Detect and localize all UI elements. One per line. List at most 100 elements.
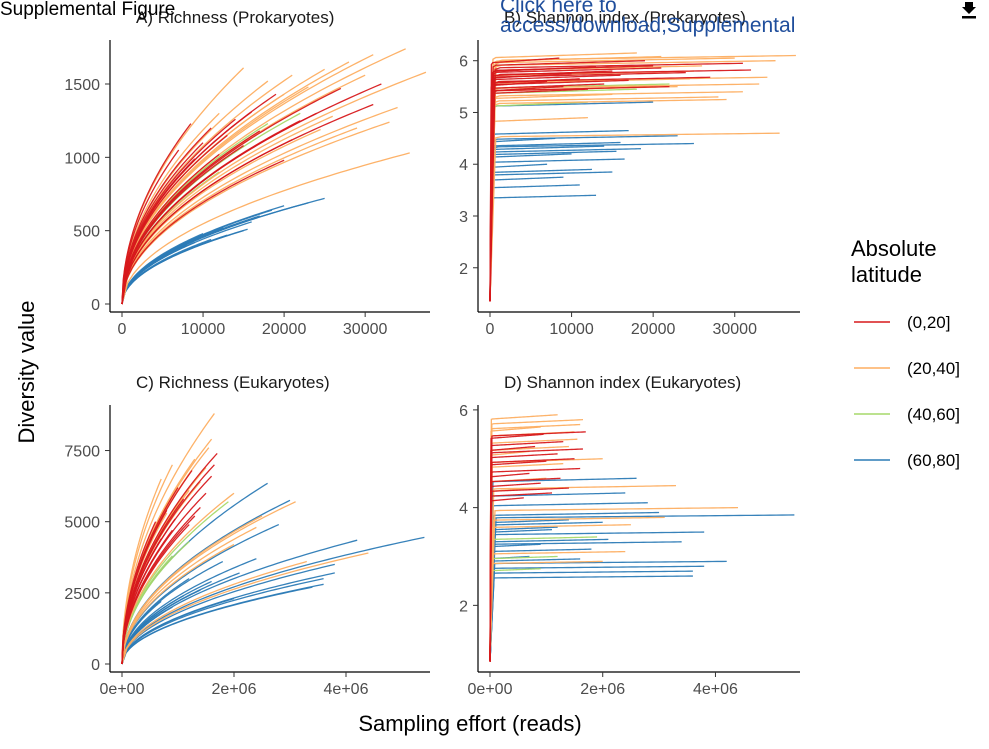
y-tick-label: 2 xyxy=(459,261,468,278)
series-lines xyxy=(121,48,427,305)
series-curve xyxy=(489,524,631,662)
series-curve xyxy=(489,79,629,302)
series-curve xyxy=(121,149,180,305)
series-curve xyxy=(489,60,646,302)
panel-a: A) Richness (Prokaryotes)0 10000 20000 3000… xyxy=(64,8,430,338)
y-tick-label: 4 xyxy=(459,157,468,174)
series-curve xyxy=(121,74,366,305)
series-curve xyxy=(489,526,558,662)
series-curve xyxy=(121,452,218,665)
series-curve xyxy=(121,586,313,665)
x-tick-label: 2e+06 xyxy=(580,681,625,698)
x-tick-label: 0e+00 xyxy=(468,681,513,698)
series-lines xyxy=(121,413,425,665)
download-link-line2: access/download;Supplemental xyxy=(500,14,796,37)
series-curve xyxy=(489,132,780,302)
series-curve xyxy=(489,521,603,662)
series-curve xyxy=(121,524,190,665)
series-curve xyxy=(121,106,398,305)
series-curve xyxy=(489,158,625,302)
download-icon[interactable] xyxy=(960,0,978,20)
series-curve xyxy=(489,531,705,662)
series-curve xyxy=(489,57,735,302)
download-link[interactable]: Click here to access/download;Supplement… xyxy=(500,0,795,36)
series-curve xyxy=(489,528,553,662)
series-curve xyxy=(489,78,580,302)
series-curve xyxy=(489,163,548,302)
y-tick-label: 0 xyxy=(91,657,100,674)
series-curve xyxy=(489,514,795,662)
series-curve xyxy=(489,78,690,302)
series-curve xyxy=(489,543,541,662)
series-curve xyxy=(489,431,586,662)
x-tick-label: 30000 xyxy=(343,321,388,338)
series-curve xyxy=(121,115,334,305)
series-curve xyxy=(489,76,711,302)
panel-b: B) Shannon index (Prokaryotes) 0 10000 2000… xyxy=(459,8,800,338)
series-curve xyxy=(489,519,569,662)
x-tick-label: 30000 xyxy=(712,321,757,338)
series-curve xyxy=(489,570,693,662)
series-curve xyxy=(489,477,561,662)
series-curve xyxy=(121,492,235,665)
series-curve xyxy=(121,529,173,665)
series-lines xyxy=(489,52,796,302)
series-curve xyxy=(121,589,201,665)
series-curve xyxy=(121,238,212,305)
series-curve xyxy=(121,577,324,665)
y-tick-label: 5000 xyxy=(64,515,100,532)
series-curve xyxy=(121,501,229,665)
series-curve xyxy=(121,558,257,665)
series-curve xyxy=(489,492,553,662)
series-curve xyxy=(489,117,588,302)
x-tick-label: 4e+06 xyxy=(693,681,738,698)
series-curve xyxy=(489,484,677,662)
series-curve xyxy=(489,76,768,302)
series-curve xyxy=(489,85,678,302)
series-curve xyxy=(489,135,678,302)
series-curve xyxy=(489,453,558,662)
panels: A) Richness (Prokaryotes)0 10000 20000 3000… xyxy=(64,8,800,698)
series-curve xyxy=(489,52,637,302)
series-curve xyxy=(121,128,321,305)
series-curve xyxy=(489,516,665,662)
series-curve xyxy=(489,497,524,662)
series-curve xyxy=(489,80,548,302)
series-curve xyxy=(121,54,374,305)
series-curve xyxy=(489,419,584,662)
series-curve xyxy=(489,487,569,662)
series-curve xyxy=(489,194,597,302)
x-axis-label: Sampling effort (reads) xyxy=(358,711,581,736)
series-curve xyxy=(489,184,580,302)
series-curve xyxy=(489,536,598,662)
series-curve xyxy=(121,87,342,305)
series-curve xyxy=(489,467,581,662)
y-tick-label: 2 xyxy=(459,598,468,615)
x-tick-label: 20000 xyxy=(631,321,676,338)
series-curve xyxy=(489,426,541,662)
series-curve xyxy=(121,600,162,665)
series-curve xyxy=(121,123,192,305)
series-curve xyxy=(121,526,257,665)
series-curve xyxy=(489,502,648,662)
series-curve xyxy=(489,153,572,302)
y-tick-label: 0 xyxy=(91,297,100,314)
series-curve xyxy=(121,86,309,305)
x-tick-label: 20000 xyxy=(262,321,307,338)
series-curve xyxy=(121,543,235,665)
panel-title: C) Richness (Eukaryotes) xyxy=(136,373,330,392)
series-curve xyxy=(489,93,613,302)
series-curve xyxy=(121,158,196,305)
x-tick-label: 0e+00 xyxy=(100,681,145,698)
y-tick-label: 5 xyxy=(459,105,468,122)
series-curve xyxy=(489,142,694,302)
series-curve xyxy=(489,555,558,662)
series-curve xyxy=(489,423,581,662)
series-curve xyxy=(489,83,605,302)
x-tick-label: 0 xyxy=(118,321,127,338)
series-curve xyxy=(489,74,621,302)
series-curve xyxy=(121,595,184,665)
legend-label: (20,40] xyxy=(907,359,960,378)
series-curve xyxy=(489,568,541,662)
